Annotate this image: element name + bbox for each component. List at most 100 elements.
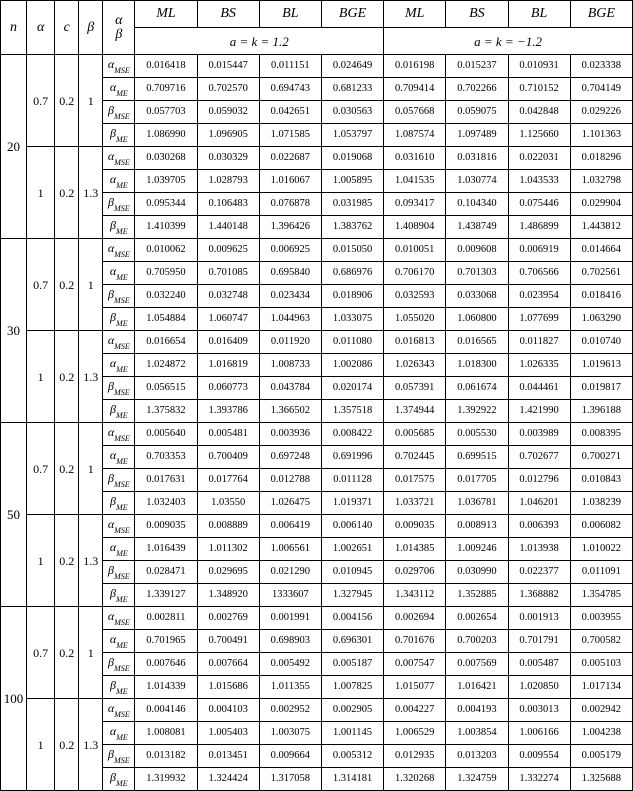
cell: 1.015686 bbox=[197, 676, 259, 699]
alpha-val: 1 bbox=[27, 331, 55, 423]
cell: 1.408904 bbox=[384, 216, 446, 239]
cell: 0.024649 bbox=[321, 55, 383, 78]
cell: 0.010843 bbox=[570, 469, 632, 492]
cell: 0.016418 bbox=[135, 55, 197, 78]
cell: 0.029706 bbox=[384, 561, 446, 584]
cell: 1.319932 bbox=[135, 768, 197, 791]
cell: 0.031610 bbox=[384, 147, 446, 170]
c-val: 0.2 bbox=[55, 147, 79, 239]
cell: 1.314181 bbox=[321, 768, 383, 791]
alpha-val: 0.7 bbox=[27, 423, 55, 515]
cell: 0.701303 bbox=[446, 262, 508, 285]
param-a_me: αME bbox=[103, 446, 135, 469]
cell: 0.701085 bbox=[197, 262, 259, 285]
cell: 0.057668 bbox=[384, 101, 446, 124]
param-b_me: βME bbox=[103, 584, 135, 607]
cell: 1.036781 bbox=[446, 492, 508, 515]
param-a_mse: αMSE bbox=[103, 147, 135, 170]
col-c: c bbox=[55, 1, 79, 55]
cell: 1.009246 bbox=[446, 538, 508, 561]
cell: 0.017631 bbox=[135, 469, 197, 492]
cell: 1.332274 bbox=[508, 768, 570, 791]
cell: 0.004146 bbox=[135, 699, 197, 722]
cell: 0.700582 bbox=[570, 630, 632, 653]
cell: 1.054884 bbox=[135, 308, 197, 331]
cell: 1.03550 bbox=[197, 492, 259, 515]
cell: 0.002769 bbox=[197, 607, 259, 630]
cell: 1333607 bbox=[259, 584, 321, 607]
cell: 0.030563 bbox=[321, 101, 383, 124]
cell: 0.001913 bbox=[508, 607, 570, 630]
cell: 1.087574 bbox=[384, 124, 446, 147]
cell: 0.060773 bbox=[197, 377, 259, 400]
cell: 0.018416 bbox=[570, 285, 632, 308]
cell: 0.004193 bbox=[446, 699, 508, 722]
cell: 0.010740 bbox=[570, 331, 632, 354]
param-b_mse: βMSE bbox=[103, 101, 135, 124]
cell: 1.033721 bbox=[384, 492, 446, 515]
col-est-left-3: BGE bbox=[321, 1, 383, 28]
cell: 0.104340 bbox=[446, 193, 508, 216]
cell: 1.101363 bbox=[570, 124, 632, 147]
param-a_me: αME bbox=[103, 538, 135, 561]
cell: 1.440148 bbox=[197, 216, 259, 239]
cell: 0.012796 bbox=[508, 469, 570, 492]
col-est-left-1: BS bbox=[197, 1, 259, 28]
cell: 1.026475 bbox=[259, 492, 321, 515]
cell: 1.374944 bbox=[384, 400, 446, 423]
col-est-left-2: BL bbox=[259, 1, 321, 28]
cell: 0.059075 bbox=[446, 101, 508, 124]
cell: 0.006919 bbox=[508, 239, 570, 262]
cell: 1.096905 bbox=[197, 124, 259, 147]
cell: 0.059032 bbox=[197, 101, 259, 124]
cell: 0.032748 bbox=[197, 285, 259, 308]
cell: 0.005312 bbox=[321, 745, 383, 768]
cell: 1.026335 bbox=[508, 354, 570, 377]
cell: 0.042848 bbox=[508, 101, 570, 124]
cell: 0.699515 bbox=[446, 446, 508, 469]
param-b_me: βME bbox=[103, 216, 135, 239]
cell: 0.013451 bbox=[197, 745, 259, 768]
cell: 1.060747 bbox=[197, 308, 259, 331]
cell: 0.016813 bbox=[384, 331, 446, 354]
cell: 0.011128 bbox=[321, 469, 383, 492]
param-a_me: αME bbox=[103, 78, 135, 101]
cell: 0.011151 bbox=[259, 55, 321, 78]
param-a_mse: αMSE bbox=[103, 515, 135, 538]
cell: 1.038239 bbox=[570, 492, 632, 515]
cell: 0.009035 bbox=[384, 515, 446, 538]
cell: 0.002952 bbox=[259, 699, 321, 722]
c-val: 0.2 bbox=[55, 515, 79, 607]
cell: 1.125660 bbox=[508, 124, 570, 147]
cell: 1.026343 bbox=[384, 354, 446, 377]
param-a_me: αME bbox=[103, 354, 135, 377]
cell: 0.057391 bbox=[384, 377, 446, 400]
cell: 1.020850 bbox=[508, 676, 570, 699]
cell: 0.681233 bbox=[321, 78, 383, 101]
cell: 1.339127 bbox=[135, 584, 197, 607]
c-val: 0.2 bbox=[55, 607, 79, 699]
cell: 1.383762 bbox=[321, 216, 383, 239]
cell: 0.033068 bbox=[446, 285, 508, 308]
cell: 1.366502 bbox=[259, 400, 321, 423]
cell: 0.023434 bbox=[259, 285, 321, 308]
param-a_me: αME bbox=[103, 722, 135, 745]
cell: 1.396426 bbox=[259, 216, 321, 239]
cell: 0.030329 bbox=[197, 147, 259, 170]
cell: 0.001991 bbox=[259, 607, 321, 630]
cell: 0.015237 bbox=[446, 55, 508, 78]
cell: 0.043784 bbox=[259, 377, 321, 400]
cell: 0.016409 bbox=[197, 331, 259, 354]
cell: 0.011080 bbox=[321, 331, 383, 354]
cell: 1.014385 bbox=[384, 538, 446, 561]
cell: 1.030774 bbox=[446, 170, 508, 193]
cell: 0.044461 bbox=[508, 377, 570, 400]
cell: 0.698903 bbox=[259, 630, 321, 653]
cell: 0.019817 bbox=[570, 377, 632, 400]
c-val: 0.2 bbox=[55, 699, 79, 791]
cell: 0.003989 bbox=[508, 423, 570, 446]
cell: 0.093417 bbox=[384, 193, 446, 216]
ak-left: a = k = 1.2 bbox=[135, 28, 384, 55]
cell: 1.357518 bbox=[321, 400, 383, 423]
cell: 0.008395 bbox=[570, 423, 632, 446]
